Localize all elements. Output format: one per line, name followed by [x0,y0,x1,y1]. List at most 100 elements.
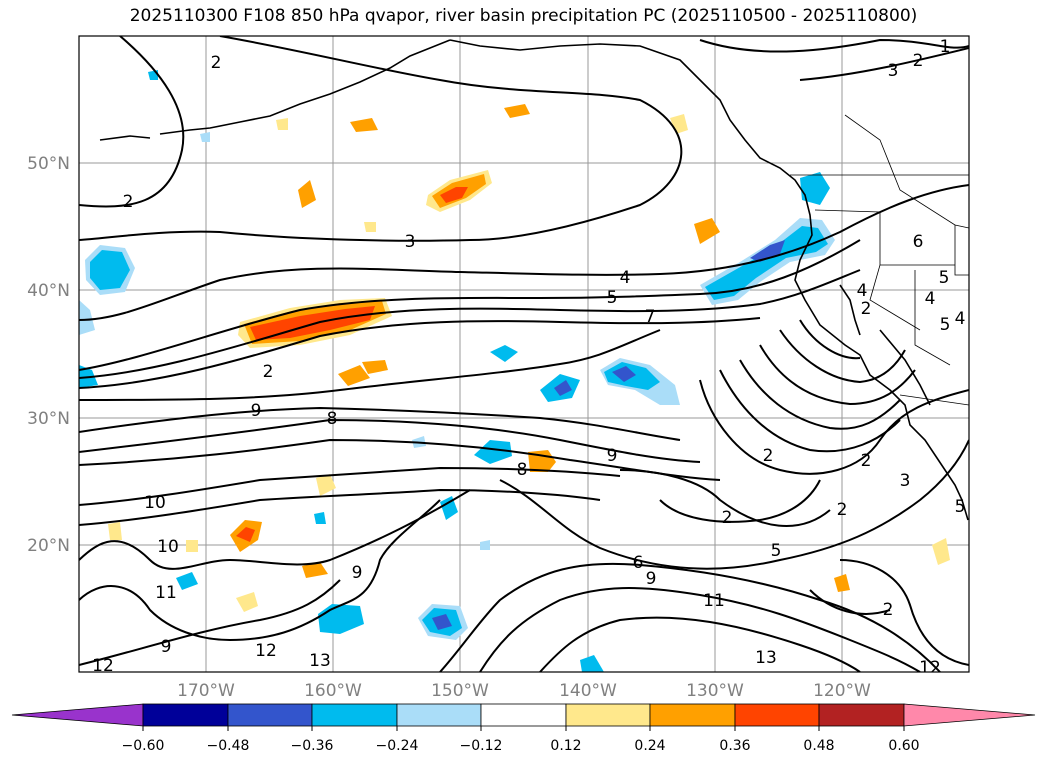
precip-positive-patch [504,104,530,118]
contour-label: 2 [861,451,872,471]
qvapor-contours [79,36,969,672]
precip-positive-patch [236,527,255,542]
precip-negative-patch [705,226,828,300]
contour-label: 9 [607,446,618,466]
contour-label: 3 [888,61,899,81]
contour-label: 8 [517,460,528,480]
contour-label: 10 [144,493,166,513]
contour-label: 2 [211,53,222,73]
precip-negative-patch [612,366,636,382]
lon-tick-label: 150°W [431,681,489,701]
contour-labels: 2 2 3 2 1 3 4 5 7 2 4 5 6 2 9 8 9 8 10 1… [92,37,966,678]
contour-label: 2 [263,362,274,382]
precip-positive-patch [338,365,370,386]
state-borders [790,114,969,406]
contour-label: 5 [939,268,950,288]
lat-tick-label: 30°N [27,409,70,429]
lon-tick-label: 140°W [559,681,617,701]
precip-positive-patch [186,540,198,552]
contour-label: 6 [633,553,644,573]
contour-label: 11 [155,583,177,603]
colorbar-tick-labels: −0.60 −0.48 −0.36 −0.24 −0.12 0.12 0.24 … [122,738,920,754]
colorbar-segment [396,703,482,727]
precip-positive-patch [440,187,468,203]
precip-positive-patch [528,450,556,472]
contour-label: 12 [92,656,114,676]
precip-positive-patch [364,222,376,232]
longitude-axis: 170°W 160°W 150°W 140°W 130°W 120°W [177,681,871,701]
precip-positive-patch [236,592,258,612]
colorbar-segment [480,703,567,727]
map-title: 2025110300 F108 850 hPa qvapor, river ba… [129,6,918,26]
colorbar-segment [311,703,398,727]
lon-tick-label: 160°W [304,681,362,701]
precip-positive-patch [350,118,378,132]
contour-label: 9 [352,563,363,583]
colorbar-segment [734,703,820,727]
contour-label: 12 [255,641,277,661]
colorbar-tick-label: 0.24 [634,738,665,754]
contour-label: 1 [940,37,951,57]
contour-label: 8 [327,409,338,429]
contour-label: 4 [955,309,966,329]
lat-tick-label: 20°N [27,536,70,556]
precip-positive-patch [694,218,720,244]
precip-positive-patch [298,180,316,208]
lon-tick-label: 120°W [813,681,871,701]
contour-label: 9 [161,637,172,657]
contour-label: 9 [646,569,657,589]
precip-negative-patch [79,300,95,335]
precip-negative-patch [554,380,572,396]
contour-label: 3 [405,232,416,252]
colorbar-tick-label: 0.36 [719,738,750,754]
contour-label: 2 [722,508,733,528]
precip-positive-patch [932,538,950,565]
precip-positive-patch [250,306,375,340]
colorbar-segment [818,703,905,727]
colorbar-tick-label: −0.24 [376,738,419,754]
colorbar-tick-label: −0.60 [122,738,165,754]
contour-label: 5 [607,288,618,308]
contour-label: 5 [771,541,782,561]
precip-positive-patch [362,360,388,374]
precip-negative-patch [90,250,130,290]
contour-label: 3 [900,471,911,491]
colorbar-segment [227,703,313,727]
contour-label: 4 [925,289,936,309]
contour-label: 9 [251,401,262,421]
precip-positive-patch [302,562,328,578]
colorbar-tick-label: 0.48 [803,738,834,754]
colorbar-segment [142,703,229,727]
contour-label: 5 [940,315,951,335]
lon-tick-label: 130°W [686,681,744,701]
contour-label: 13 [309,651,331,671]
colorbar-under-extend [11,703,144,727]
colorbar-tick-label: −0.12 [460,738,503,754]
colorbar-segment [565,703,651,727]
contour-label: 13 [755,648,777,668]
lat-tick-label: 40°N [27,281,70,301]
contour-label: 5 [955,497,966,517]
map-area [79,36,969,672]
map-frame [78,35,970,673]
contour-label: 6 [913,232,924,252]
contour-label: 2 [883,600,894,620]
contour-label: 11 [703,591,725,611]
contour-label: 4 [620,268,631,288]
colorbar-ticks [142,726,905,731]
precip-negative-patch [580,655,604,672]
lon-tick-label: 170°W [177,681,235,701]
precip-negative-patch [314,512,326,524]
colorbar-over-extend [903,703,1036,727]
precip-negative-patch [750,240,785,262]
colorbar [11,703,1036,727]
precip-negative-patch [490,345,518,362]
colorbar-tick-label: 0.12 [550,738,581,754]
contour-label: 10 [157,537,179,557]
contour-label: 4 [857,281,868,301]
contour-label: 12 [919,658,941,678]
precip-positive-patch [316,474,336,496]
precip-negative-patch [800,172,830,205]
precip-negative-patch [440,496,458,520]
